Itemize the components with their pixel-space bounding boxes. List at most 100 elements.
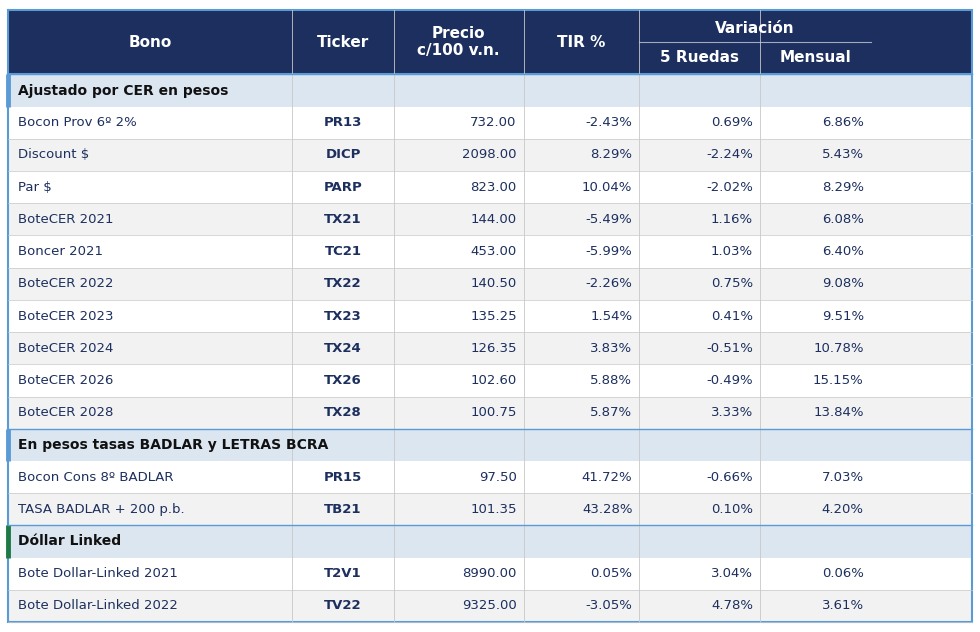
- Text: TIR %: TIR %: [558, 35, 606, 50]
- Text: BoteCER 2028: BoteCER 2028: [18, 406, 114, 419]
- Text: 732.00: 732.00: [470, 116, 516, 129]
- Text: 0.69%: 0.69%: [711, 116, 753, 129]
- Text: 0.41%: 0.41%: [710, 310, 753, 322]
- Text: TX22: TX22: [324, 277, 362, 290]
- Text: TASA BADLAR + 200 p.b.: TASA BADLAR + 200 p.b.: [18, 503, 184, 516]
- Text: BoteCER 2022: BoteCER 2022: [18, 277, 114, 290]
- Text: 3.61%: 3.61%: [821, 599, 863, 612]
- Text: 1.03%: 1.03%: [710, 245, 753, 258]
- Text: Discount $: Discount $: [18, 149, 89, 161]
- Text: 9.08%: 9.08%: [822, 277, 863, 290]
- Text: DICP: DICP: [325, 149, 361, 161]
- Text: 97.50: 97.50: [479, 471, 516, 483]
- Text: Boncer 2021: Boncer 2021: [18, 245, 103, 258]
- Text: 43.28%: 43.28%: [582, 503, 632, 516]
- Text: En pesos tasas BADLAR y LETRAS BCRA: En pesos tasas BADLAR y LETRAS BCRA: [18, 438, 328, 452]
- Text: 6.40%: 6.40%: [822, 245, 863, 258]
- Text: 140.50: 140.50: [470, 277, 516, 290]
- Bar: [8, 236, 972, 268]
- Text: -2.43%: -2.43%: [585, 116, 632, 129]
- Text: T2V1: T2V1: [324, 567, 362, 580]
- Bar: [8, 268, 972, 300]
- Text: -0.51%: -0.51%: [706, 342, 753, 355]
- Text: -5.99%: -5.99%: [586, 245, 632, 258]
- Text: 0.06%: 0.06%: [822, 567, 863, 580]
- Text: 0.05%: 0.05%: [590, 567, 632, 580]
- Text: 3.04%: 3.04%: [710, 567, 753, 580]
- Bar: [8, 493, 972, 525]
- Text: BoteCER 2021: BoteCER 2021: [18, 213, 114, 226]
- Bar: [8, 428, 972, 461]
- Bar: [8, 139, 972, 171]
- Text: Mensual: Mensual: [779, 49, 852, 64]
- Text: Ajustado por CER en pesos: Ajustado por CER en pesos: [18, 83, 228, 97]
- Text: TX21: TX21: [324, 213, 362, 226]
- Bar: [8, 75, 972, 107]
- Text: 1.16%: 1.16%: [710, 213, 753, 226]
- Text: PR15: PR15: [323, 471, 363, 483]
- Text: 4.78%: 4.78%: [710, 599, 753, 612]
- Text: TC21: TC21: [324, 245, 362, 258]
- Text: Bote Dollar-Linked 2022: Bote Dollar-Linked 2022: [18, 599, 178, 612]
- Text: 6.08%: 6.08%: [822, 213, 863, 226]
- Bar: [8, 204, 972, 236]
- Text: Par $: Par $: [18, 181, 52, 193]
- Text: 4.20%: 4.20%: [822, 503, 863, 516]
- Text: 5 Ruedas: 5 Ruedas: [661, 49, 739, 64]
- Bar: [8, 396, 972, 428]
- Text: 101.35: 101.35: [470, 503, 516, 516]
- Text: 453.00: 453.00: [470, 245, 516, 258]
- Text: 10.78%: 10.78%: [813, 342, 863, 355]
- Text: 8.29%: 8.29%: [590, 149, 632, 161]
- Text: 9325.00: 9325.00: [462, 599, 516, 612]
- Text: Bocon Prov 6º 2%: Bocon Prov 6º 2%: [18, 116, 137, 129]
- Text: Precio
c/100 v.n.: Precio c/100 v.n.: [417, 26, 500, 58]
- Text: 2098.00: 2098.00: [463, 149, 516, 161]
- Text: 5.87%: 5.87%: [590, 406, 632, 419]
- Bar: [8, 525, 972, 557]
- Text: TX26: TX26: [324, 374, 362, 387]
- Bar: [8, 364, 972, 396]
- Text: Dóllar Linked: Dóllar Linked: [18, 535, 122, 549]
- Bar: [8, 590, 972, 622]
- Text: TV22: TV22: [324, 599, 362, 612]
- Text: 5.88%: 5.88%: [590, 374, 632, 387]
- Bar: [8, 300, 972, 332]
- Text: 144.00: 144.00: [470, 213, 516, 226]
- Text: 3.83%: 3.83%: [590, 342, 632, 355]
- Text: -2.26%: -2.26%: [585, 277, 632, 290]
- Text: Bote Dollar-Linked 2021: Bote Dollar-Linked 2021: [18, 567, 178, 580]
- Text: 0.75%: 0.75%: [710, 277, 753, 290]
- Bar: [8, 107, 972, 139]
- Text: 8990.00: 8990.00: [463, 567, 516, 580]
- Text: 1.54%: 1.54%: [590, 310, 632, 322]
- Text: 10.04%: 10.04%: [582, 181, 632, 193]
- Text: Bocon Cons 8º BADLAR: Bocon Cons 8º BADLAR: [18, 471, 173, 483]
- Text: 3.33%: 3.33%: [710, 406, 753, 419]
- Text: Variación: Variación: [715, 20, 795, 35]
- Text: Ticker: Ticker: [317, 35, 369, 50]
- Text: 8.29%: 8.29%: [822, 181, 863, 193]
- Text: BoteCER 2024: BoteCER 2024: [18, 342, 114, 355]
- Text: -0.49%: -0.49%: [707, 374, 753, 387]
- Text: 102.60: 102.60: [470, 374, 516, 387]
- Text: BoteCER 2026: BoteCER 2026: [18, 374, 114, 387]
- Text: 100.75: 100.75: [470, 406, 516, 419]
- Text: 15.15%: 15.15%: [813, 374, 863, 387]
- Text: PARP: PARP: [323, 181, 363, 193]
- Text: 9.51%: 9.51%: [821, 310, 863, 322]
- Text: 13.84%: 13.84%: [813, 406, 863, 419]
- Text: TX23: TX23: [324, 310, 362, 322]
- Text: 41.72%: 41.72%: [582, 471, 632, 483]
- Text: PR13: PR13: [323, 116, 363, 129]
- Text: Bono: Bono: [128, 35, 171, 50]
- Bar: [8, 10, 972, 75]
- Text: -0.66%: -0.66%: [707, 471, 753, 483]
- Text: 823.00: 823.00: [470, 181, 516, 193]
- Text: -3.05%: -3.05%: [585, 599, 632, 612]
- Text: BoteCER 2023: BoteCER 2023: [18, 310, 114, 322]
- Bar: [8, 332, 972, 364]
- Text: TX28: TX28: [324, 406, 362, 419]
- Bar: [8, 557, 972, 590]
- Text: TX24: TX24: [324, 342, 362, 355]
